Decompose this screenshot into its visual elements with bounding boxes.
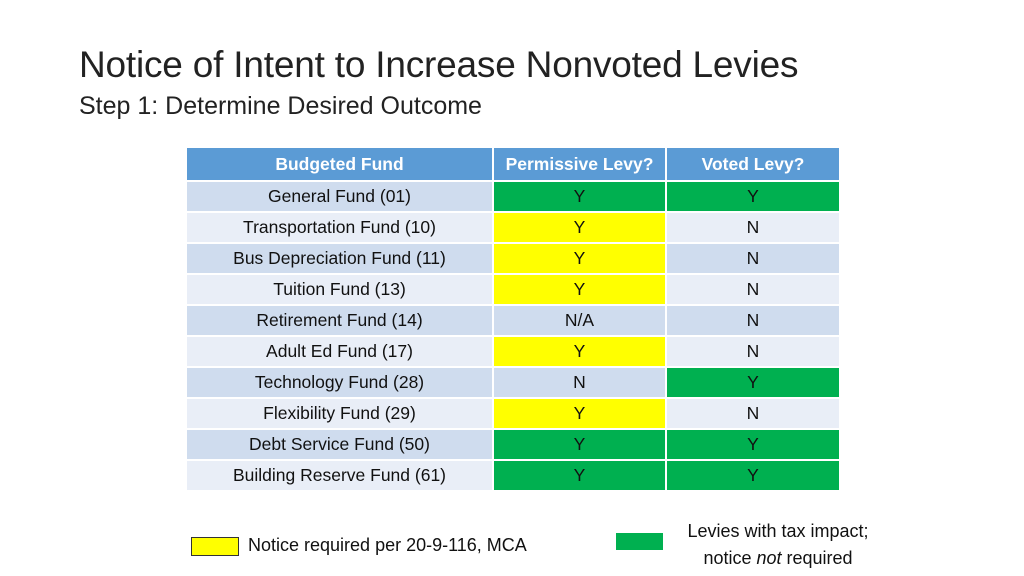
fund-name: Retirement Fund (14) bbox=[185, 304, 494, 337]
permissive-cell: Y bbox=[492, 273, 667, 306]
legend-green-label: Levies with tax impact; notice not requi… bbox=[668, 518, 888, 572]
slide-title: Notice of Intent to Increase Nonvoted Le… bbox=[79, 44, 799, 85]
permissive-cell: Y bbox=[492, 180, 667, 213]
voted-cell: Y bbox=[665, 428, 841, 461]
table-row: Bus Depreciation Fund (11) Y N bbox=[185, 242, 841, 275]
table-row: Retirement Fund (14) N/A N bbox=[185, 304, 841, 337]
fund-name: Building Reserve Fund (61) bbox=[185, 459, 494, 492]
permissive-cell: Y bbox=[492, 242, 667, 275]
table-row: Tuition Fund (13) Y N bbox=[185, 273, 841, 306]
legend-green-line2-emphasis: not bbox=[756, 548, 782, 568]
fund-name: Flexibility Fund (29) bbox=[185, 397, 494, 430]
fund-name: General Fund (01) bbox=[185, 180, 494, 213]
table-row: Technology Fund (28) N Y bbox=[185, 366, 841, 399]
table-row: Flexibility Fund (29) Y N bbox=[185, 397, 841, 430]
header-permissive-levy: Permissive Levy? bbox=[492, 146, 667, 182]
legend-green-line2-pre: notice bbox=[703, 548, 757, 568]
legend-green-line1: Levies with tax impact; bbox=[687, 521, 869, 541]
permissive-cell: Y bbox=[492, 211, 667, 244]
voted-cell: N bbox=[665, 335, 841, 368]
table-row: Debt Service Fund (50) Y Y bbox=[185, 428, 841, 461]
header-voted-levy: Voted Levy? bbox=[665, 146, 841, 182]
permissive-cell: Y bbox=[492, 397, 667, 430]
table-row: Adult Ed Fund (17) Y N bbox=[185, 335, 841, 368]
voted-cell: N bbox=[665, 242, 841, 275]
voted-cell: N bbox=[665, 211, 841, 244]
table-row: Building Reserve Fund (61) Y Y bbox=[185, 459, 841, 492]
legend-green-line2-post: required bbox=[781, 548, 853, 568]
permissive-cell: N/A bbox=[492, 304, 667, 337]
legend-green-swatch bbox=[616, 533, 663, 550]
fund-name: Tuition Fund (13) bbox=[185, 273, 494, 306]
fund-name: Technology Fund (28) bbox=[185, 366, 494, 399]
slide-subtitle: Step 1: Determine Desired Outcome bbox=[79, 92, 482, 120]
table-row: Transportation Fund (10) Y N bbox=[185, 211, 841, 244]
fund-name: Bus Depreciation Fund (11) bbox=[185, 242, 494, 275]
fund-name: Adult Ed Fund (17) bbox=[185, 335, 494, 368]
legend-green-line2: notice not required bbox=[668, 545, 888, 572]
legend-yellow-swatch bbox=[191, 537, 239, 556]
permissive-cell: N bbox=[492, 366, 667, 399]
voted-cell: N bbox=[665, 304, 841, 337]
permissive-cell: Y bbox=[492, 459, 667, 492]
permissive-cell: Y bbox=[492, 428, 667, 461]
table-row: General Fund (01) Y Y bbox=[185, 180, 841, 213]
fund-name: Debt Service Fund (50) bbox=[185, 428, 494, 461]
voted-cell: Y bbox=[665, 459, 841, 492]
permissive-cell: Y bbox=[492, 335, 667, 368]
legend-yellow-label: Notice required per 20-9-116, MCA bbox=[248, 535, 527, 555]
voted-cell: Y bbox=[665, 180, 841, 213]
header-budgeted-fund: Budgeted Fund bbox=[185, 146, 494, 182]
fund-name: Transportation Fund (10) bbox=[185, 211, 494, 244]
table-header-row: Budgeted Fund Permissive Levy? Voted Lev… bbox=[185, 146, 841, 182]
voted-cell: N bbox=[665, 273, 841, 306]
fund-levy-table: Budgeted Fund Permissive Levy? Voted Lev… bbox=[185, 146, 841, 492]
voted-cell: Y bbox=[665, 366, 841, 399]
voted-cell: N bbox=[665, 397, 841, 430]
